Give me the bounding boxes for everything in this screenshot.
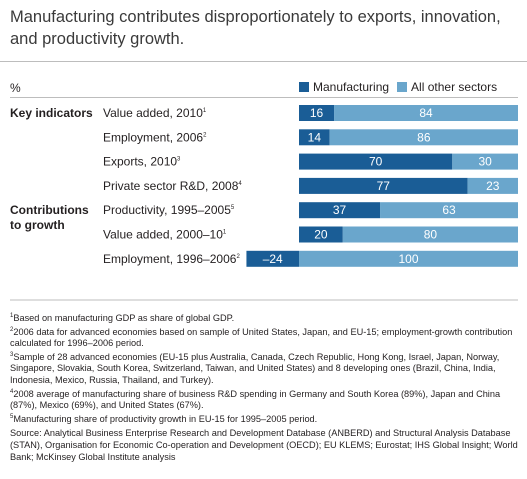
legend-label-other: All other sectors bbox=[411, 80, 498, 94]
bar-value-label-other: 80 bbox=[424, 228, 438, 242]
bar-manufacturing bbox=[299, 153, 453, 170]
row-label: Employment, 1996–20062 bbox=[103, 252, 240, 266]
bar-other-sectors bbox=[452, 153, 518, 170]
footnote-5: 5Manufacturing share of productivity gro… bbox=[10, 413, 318, 424]
bar-manufacturing bbox=[299, 129, 330, 146]
bar-manufacturing bbox=[299, 105, 335, 121]
row-label: Value added, 20101 bbox=[103, 106, 207, 120]
title-divider bbox=[0, 61, 527, 62]
chart-title: Manufacturing contributes disproportiona… bbox=[10, 8, 501, 48]
row-label: Productivity, 1995–20055 bbox=[103, 203, 235, 217]
footnote-3: 3Sample of 28 advanced economies (EU-15 … bbox=[10, 351, 500, 385]
bar-value-label-other: 63 bbox=[442, 203, 456, 217]
bar-other-sectors bbox=[467, 177, 518, 194]
stacked-bar-chart: Value added, 20101 16 84 Employment, 20062 1… bbox=[10, 105, 518, 301]
row-label: Private sector R&D, 20084 bbox=[103, 179, 242, 193]
bar-value-label-other: 23 bbox=[486, 179, 500, 193]
bar-manufacturing bbox=[299, 177, 468, 194]
bar-value-label-other: 30 bbox=[478, 155, 492, 169]
unit-label: % bbox=[10, 81, 21, 95]
bar-other-sectors bbox=[299, 250, 518, 267]
group-label-contributions: to growth bbox=[10, 218, 65, 232]
bar-value-label-manufacturing: 77 bbox=[377, 179, 391, 193]
bar-other-sectors bbox=[380, 202, 518, 219]
legend: Manufacturing All other sectors bbox=[299, 80, 497, 94]
row-label: Value added, 2000–101 bbox=[103, 228, 227, 242]
footnotes: 1Based on manufacturing GDP as share of … bbox=[10, 311, 520, 463]
bar-value-label-manufacturing: 20 bbox=[314, 228, 328, 242]
bar-manufacturing bbox=[299, 202, 381, 219]
legend-swatch-manufacturing bbox=[299, 82, 309, 92]
source-note: Source: Analytical Business Enterprise R… bbox=[10, 428, 518, 462]
bar-other-sectors bbox=[342, 226, 518, 243]
footnote-4: 42008 average of manufacturing share of … bbox=[10, 388, 501, 411]
bar-value-label-other: 86 bbox=[417, 130, 431, 144]
legend-swatch-other bbox=[397, 82, 408, 92]
row-label: Employment, 20062 bbox=[103, 130, 207, 144]
bar-other-sectors bbox=[334, 105, 518, 121]
bar-manufacturing bbox=[299, 226, 343, 243]
bar-value-label-manufacturing: 14 bbox=[308, 130, 322, 144]
bar-value-label-other: 100 bbox=[398, 252, 418, 266]
bar-other-sectors bbox=[329, 129, 518, 146]
group-label-contributions: Contributions bbox=[10, 203, 89, 217]
bar-value-label-manufacturing: –24 bbox=[263, 252, 283, 266]
bar-manufacturing bbox=[246, 250, 299, 267]
header-divider bbox=[10, 97, 518, 98]
group-label-key-indicators: Key indicators bbox=[10, 106, 93, 120]
footnote-2: 22006 data for advanced economies based … bbox=[10, 326, 513, 349]
bar-value-label-other: 84 bbox=[419, 106, 433, 120]
bar-value-label-manufacturing: 70 bbox=[369, 155, 383, 169]
bar-value-label-manufacturing: 16 bbox=[310, 106, 324, 120]
row-label: Exports, 20103 bbox=[103, 155, 181, 169]
bar-value-label-manufacturing: 37 bbox=[333, 203, 347, 217]
footnote-1: 1Based on manufacturing GDP as share of … bbox=[10, 313, 235, 323]
legend-label-manufacturing: Manufacturing bbox=[313, 80, 390, 94]
